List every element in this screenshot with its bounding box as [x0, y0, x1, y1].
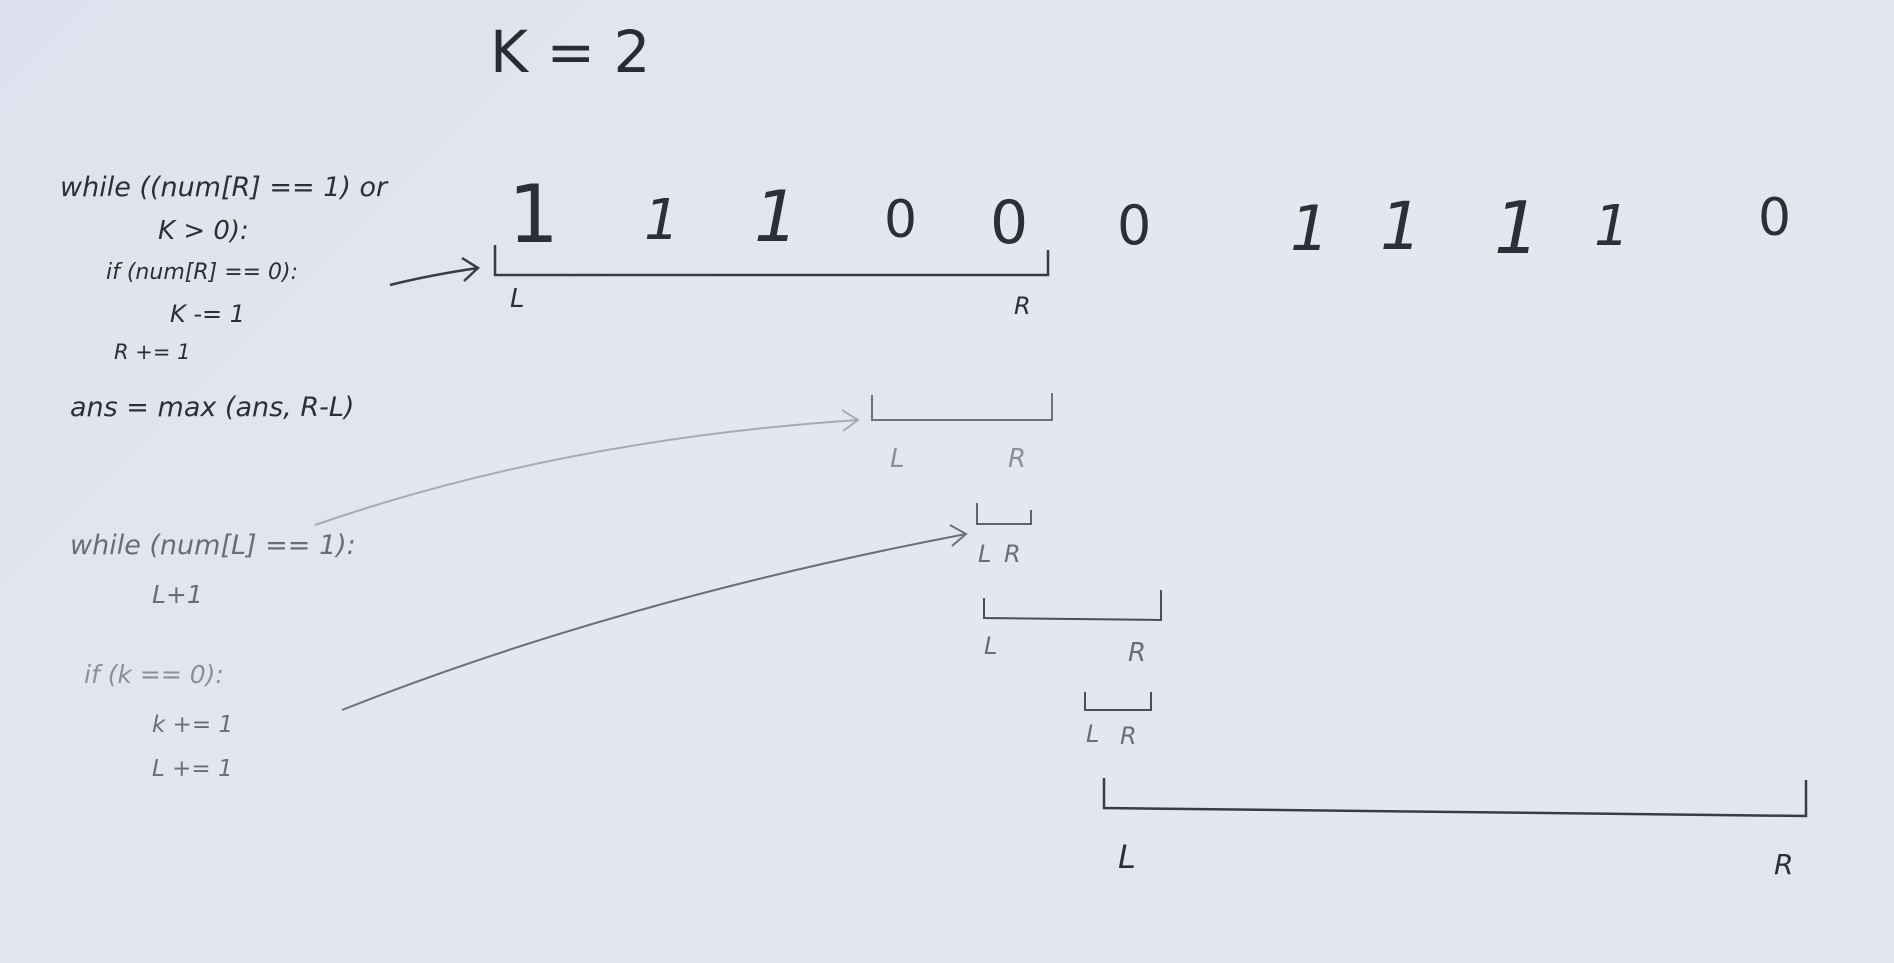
window-3-right-label: R	[1004, 540, 1021, 568]
code-line-2: K > 0):	[158, 216, 249, 246]
code-line-4: K -= 1	[170, 300, 246, 328]
array-digit-5: 0	[1117, 194, 1152, 257]
arrow-to-window-2	[314, 409, 860, 526]
code-line-3: if (num[R] == 0):	[106, 260, 299, 285]
window-3-left-label: L	[978, 540, 992, 568]
window-bracket-4	[983, 590, 1162, 622]
window-1-right-label: R	[1014, 292, 1031, 320]
window-bracket-1	[493, 245, 1050, 277]
window-bracket-6	[1102, 778, 1808, 818]
window-5-left-label: L	[1086, 720, 1100, 748]
array-digit-10: 0	[1758, 188, 1792, 248]
code-line-11: L += 1	[152, 756, 233, 782]
window-1-left-label: L	[510, 284, 525, 314]
array-digit-7: 1	[1380, 188, 1422, 265]
window-2-right-label: R	[1008, 444, 1027, 474]
arrow-to-window-3	[341, 524, 968, 711]
array-digit-8: 1	[1494, 186, 1540, 270]
array-digit-4: 0	[990, 188, 1029, 258]
window-5-right-label: R	[1120, 722, 1137, 750]
title-k: K = 2	[490, 18, 651, 86]
window-6-left-label: L	[1118, 838, 1136, 876]
array-digit-6: 1	[1290, 192, 1330, 265]
window-bracket-5	[1084, 692, 1152, 711]
window-bracket-2	[871, 393, 1053, 421]
window-6-right-label: R	[1774, 848, 1794, 881]
window-2-left-label: L	[890, 444, 905, 474]
code-line-10: k += 1	[152, 712, 234, 738]
window-4-right-label: R	[1128, 638, 1147, 668]
window-4-left-label: L	[984, 632, 998, 660]
array-digit-3: 0	[884, 190, 918, 250]
code-line-7: while (num[L] == 1):	[70, 530, 356, 561]
array-digit-1: 1	[644, 188, 680, 253]
window-bracket-3	[976, 503, 1032, 525]
array-digit-0: 1	[508, 168, 559, 261]
array-digit-9: 1	[1594, 194, 1630, 259]
code-line-1: while ((num[R] == 1) or	[60, 172, 388, 203]
code-line-8: L+1	[152, 580, 203, 609]
code-line-6: ans = max (ans, R-L)	[70, 392, 355, 423]
array-digit-2: 1	[754, 176, 799, 258]
code-line-5: R += 1	[114, 340, 191, 364]
code-line-9: if (k == 0):	[84, 660, 224, 689]
arrow-to-window-1	[389, 256, 481, 287]
